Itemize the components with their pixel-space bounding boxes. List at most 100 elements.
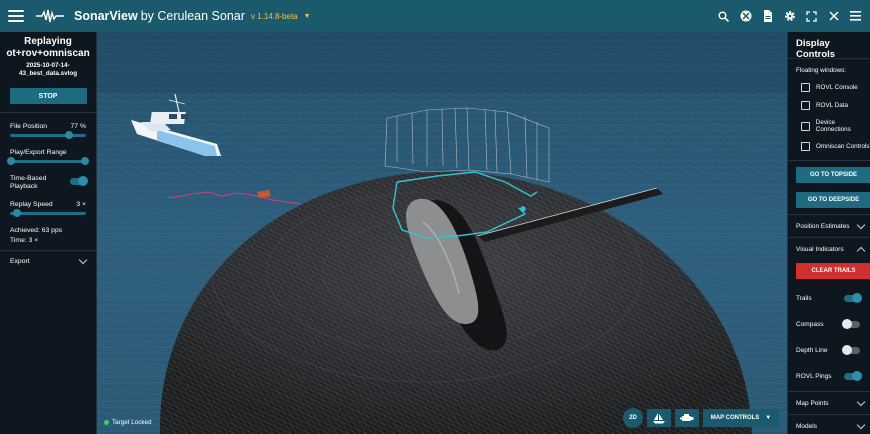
indicator-label: Depth Line [796,346,828,354]
play-export-row: Play/Export Range [0,149,96,156]
stop-button[interactable]: STOP [9,88,87,104]
go-to-topside-button[interactable]: GO TO TOPSIDE [796,167,870,183]
indicator-rovl-pings-row: ROVL Pings [788,363,870,389]
divider [788,414,870,415]
divider [0,250,96,251]
no-signal-icon[interactable] [739,10,752,23]
boat-model [131,93,221,156]
chevron-up-icon[interactable] [856,246,866,255]
wreck-texture [406,198,479,324]
map-points-label: Map Points [796,399,829,407]
menu-icon[interactable] [8,10,24,22]
survey-grid [384,107,550,183]
play-export-label: Play/Export Range [10,149,67,156]
display-controls-title: Display Controls [796,38,836,60]
map-controls-button[interactable]: MAP CONTROLS ▼ [703,409,779,427]
floating-window-rovl-console[interactable]: ROVL Console [801,83,870,92]
status-dot-icon [104,420,109,425]
top-icons [717,10,862,23]
fullscreen-icon[interactable] [805,10,818,23]
floating-windows-label: Floating windows: [796,67,847,74]
sonar-wave-icon [36,9,64,23]
divider [788,214,870,215]
chevron-down-icon[interactable] [78,255,88,265]
version-label[interactable]: v 1.14.8-beta [250,11,298,21]
divider [0,112,96,113]
checkbox-label: ROVL Data [816,102,848,109]
models-row[interactable]: Models [788,415,870,434]
visual-indicators-row[interactable]: Visual Indicators [788,238,870,260]
version-caret-icon[interactable]: ▼ [303,12,311,20]
display-controls-panel: Display Controls Floating windows: ROVL … [787,32,870,434]
compass-toggle[interactable] [842,318,860,329]
range-end-knob[interactable] [81,157,89,165]
range-start-knob[interactable] [7,157,15,165]
file-position-slider[interactable] [10,131,86,139]
rov-icon [680,414,694,421]
models-label: Models [796,422,817,430]
visual-indicators-label: Visual Indicators [796,245,844,253]
chevron-down-icon[interactable] [856,397,866,406]
divider [788,58,870,59]
floating-window-device-connections[interactable]: Device Connections [801,119,870,133]
wreck-keel [422,221,460,295]
checkbox[interactable] [801,101,810,110]
file-position-row: File Position 77 % [0,123,96,130]
boat-icon [653,412,665,423]
map-points-row[interactable]: Map Points [788,392,870,414]
document-icon[interactable] [761,10,774,23]
export-label: Export [10,258,30,265]
ping-trail [168,191,302,205]
position-estimates-row[interactable]: Position Estimates [788,215,870,237]
gear-icon[interactable] [783,10,796,23]
divider [788,237,870,238]
trails-toggle[interactable] [844,292,862,303]
clear-trails-button[interactable]: CLEAR TRAILS [796,263,870,279]
rov-view-button[interactable] [675,409,699,427]
view-2d-button[interactable]: 2D [623,408,643,428]
floating-window-omniscan-controls[interactable]: Omniscan Controls [801,142,870,151]
checkbox-label: Omniscan Controls [816,143,870,150]
divider [788,391,870,392]
top-bar: SonarView by Cerulean Sonar v 1.14.8-bet… [0,0,870,32]
sonar-ridge [477,188,663,242]
replay-speed-knob[interactable] [13,209,21,217]
close-icon[interactable] [827,10,840,23]
checkbox[interactable] [801,83,810,92]
time-based-toggle[interactable] [70,176,88,186]
menu-right-icon[interactable] [849,10,862,23]
boat-view-button[interactable] [647,409,671,427]
rov-trail [392,171,538,239]
rovl-pings-toggle[interactable] [844,370,862,381]
play-export-range-slider[interactable] [7,157,89,165]
caret-down-icon: ▼ [765,415,772,421]
map-controls-bar: 2D MAP CONTROLS ▼ [623,408,779,428]
search-icon[interactable] [717,10,730,23]
depth-line-toggle[interactable] [842,344,860,355]
time-based-row: Time-Based Playback [0,175,96,191]
file-position-knob[interactable] [64,131,73,139]
time-based-label: Time-Based Playback [10,175,47,190]
file-position-label: File Position [10,123,48,130]
rov-marker [257,190,271,198]
chevron-down-icon[interactable] [856,420,866,429]
indicator-depth-line-row: Depth Line [788,337,870,363]
replay-speed-slider[interactable] [10,209,86,217]
3d-viewport[interactable]: Target Locked 2D MAP CONTROLS ▼ [97,32,787,434]
checkbox[interactable] [801,142,810,151]
floating-window-rovl-data[interactable]: ROVL Data [801,101,870,110]
floating-windows-list: ROVL Console ROVL Data Device Connection… [788,83,870,151]
go-to-deepside-button[interactable]: GO TO DEEPSIDE [796,192,870,208]
chevron-down-icon[interactable] [856,220,866,229]
target-locked: Target Locked [104,419,152,426]
time-text: Time: 3 × [10,237,39,244]
indicator-trails-row: Trails [788,285,870,311]
sonar-ridge-edge [476,187,658,237]
app-name: SonarView [74,9,138,23]
file-position-value: 77 % [70,123,87,130]
position-estimates-label: Position Estimates [796,222,850,230]
map-controls-label: MAP CONTROLS [710,415,760,421]
export-row[interactable]: Export [0,255,96,265]
checkbox[interactable] [801,121,810,131]
